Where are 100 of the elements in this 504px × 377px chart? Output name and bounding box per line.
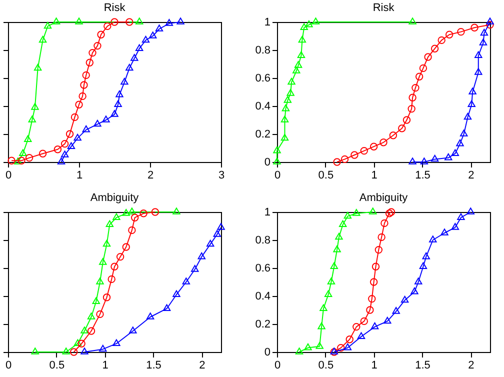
y-tick-label: 0 bbox=[264, 346, 270, 358]
point bbox=[466, 208, 474, 214]
point bbox=[470, 24, 478, 32]
point bbox=[86, 58, 94, 66]
point bbox=[295, 348, 304, 354]
x-tick-label: 2 bbox=[468, 360, 474, 372]
point bbox=[82, 71, 90, 80]
point bbox=[110, 262, 118, 270]
point bbox=[372, 262, 380, 270]
point bbox=[438, 36, 446, 44]
point bbox=[213, 230, 221, 237]
x-tick-label: 1 bbox=[371, 170, 378, 182]
point bbox=[368, 294, 376, 303]
x-tick-label: 2 bbox=[199, 360, 206, 372]
x-tick-label: 0.5 bbox=[49, 360, 65, 372]
point bbox=[288, 78, 296, 85]
point bbox=[74, 339, 82, 346]
point bbox=[430, 44, 439, 52]
point bbox=[52, 18, 60, 24]
point bbox=[412, 84, 420, 92]
point bbox=[344, 212, 352, 219]
chart-title: Ambiguity bbox=[90, 192, 140, 204]
point bbox=[318, 322, 326, 330]
point bbox=[67, 142, 76, 150]
point bbox=[370, 322, 379, 330]
point bbox=[99, 344, 107, 352]
point bbox=[38, 36, 47, 43]
point bbox=[116, 90, 124, 98]
x-tick-label: 1 bbox=[76, 170, 83, 182]
point bbox=[60, 140, 69, 148]
point bbox=[350, 151, 358, 159]
point bbox=[398, 124, 406, 132]
point bbox=[18, 156, 26, 164]
point bbox=[97, 30, 105, 38]
point bbox=[217, 223, 225, 230]
point bbox=[474, 51, 482, 58]
point bbox=[360, 317, 368, 326]
point bbox=[82, 125, 90, 132]
point bbox=[31, 103, 39, 110]
point bbox=[380, 138, 388, 146]
point bbox=[464, 112, 472, 120]
point bbox=[104, 22, 112, 30]
point bbox=[94, 42, 102, 50]
chart-title: Ambiguity bbox=[359, 192, 408, 204]
point bbox=[96, 310, 104, 318]
point bbox=[392, 307, 400, 314]
point bbox=[419, 262, 428, 270]
point bbox=[273, 146, 281, 154]
point bbox=[468, 88, 476, 94]
point bbox=[340, 155, 349, 164]
point bbox=[282, 104, 290, 112]
point bbox=[135, 18, 144, 24]
point bbox=[368, 208, 377, 214]
point bbox=[408, 158, 416, 164]
x-tick-label: 1.5 bbox=[415, 170, 430, 182]
y-tick-label: 0.4 bbox=[255, 100, 270, 112]
point bbox=[486, 20, 494, 29]
point bbox=[304, 343, 312, 350]
x-tick-label: 1 bbox=[102, 360, 108, 372]
point bbox=[479, 38, 488, 46]
point bbox=[297, 51, 306, 58]
point bbox=[110, 18, 118, 26]
point bbox=[457, 28, 465, 36]
point bbox=[440, 228, 448, 236]
point bbox=[155, 24, 164, 32]
point bbox=[102, 294, 111, 302]
y-tick-label: 0.2 bbox=[255, 128, 270, 140]
point bbox=[142, 36, 150, 43]
point bbox=[19, 149, 27, 156]
point bbox=[292, 66, 300, 74]
point bbox=[130, 54, 138, 61]
y-tick-label: 0.2 bbox=[255, 318, 270, 330]
x-tick-label: 2 bbox=[468, 170, 474, 182]
point bbox=[14, 158, 22, 164]
point bbox=[474, 68, 482, 75]
point bbox=[87, 312, 96, 320]
x-tick-label: 0 bbox=[274, 170, 281, 182]
point bbox=[25, 154, 34, 162]
y-tick-label: 0.6 bbox=[255, 72, 270, 84]
point bbox=[312, 18, 320, 24]
point bbox=[408, 18, 416, 24]
point bbox=[366, 306, 374, 314]
point bbox=[75, 100, 83, 108]
x-tick-label: 0 bbox=[5, 360, 12, 372]
point bbox=[70, 348, 78, 356]
x-tick-label: 0 bbox=[5, 170, 12, 182]
point bbox=[298, 36, 306, 43]
point bbox=[172, 290, 180, 298]
point bbox=[122, 243, 130, 251]
point bbox=[102, 116, 110, 122]
point bbox=[352, 209, 360, 216]
point bbox=[327, 278, 336, 284]
point bbox=[316, 342, 324, 349]
y-tick-label: 0.8 bbox=[255, 44, 270, 56]
point bbox=[54, 146, 62, 154]
point bbox=[333, 245, 341, 252]
point bbox=[378, 233, 386, 242]
x-tick-label: 2 bbox=[147, 170, 154, 182]
point bbox=[28, 116, 36, 122]
point bbox=[451, 149, 459, 156]
